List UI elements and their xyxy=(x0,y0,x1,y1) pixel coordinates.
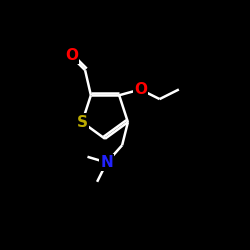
Text: O: O xyxy=(134,82,147,97)
Text: O: O xyxy=(65,48,78,63)
Text: S: S xyxy=(77,115,88,130)
Text: N: N xyxy=(100,155,113,170)
